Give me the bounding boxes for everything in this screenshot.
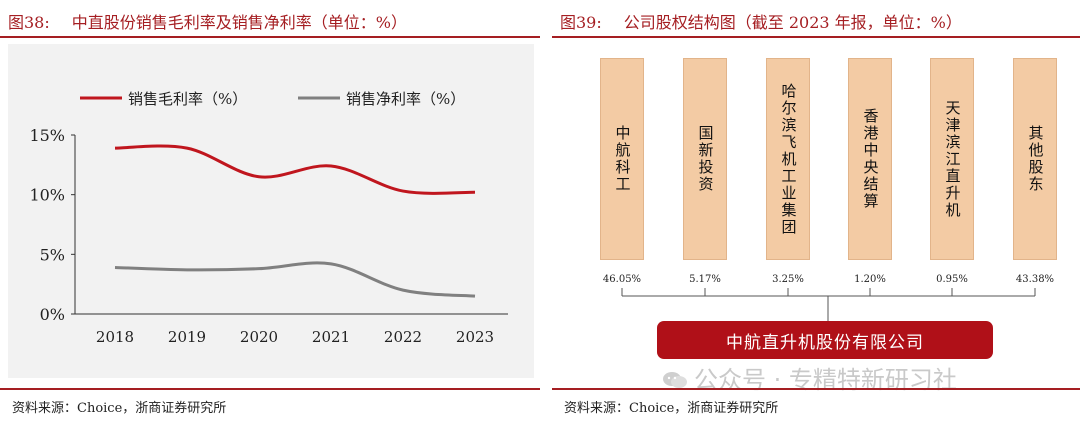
- right-source-note: 资料来源：Choice，浙商证券研究所: [564, 401, 779, 416]
- ownership-connectors: [621, 288, 1036, 321]
- shareholder-box-5: 天津滨江直升机: [930, 58, 974, 260]
- left-bottom-rule: [0, 388, 540, 390]
- left-figure-title: 图38: 中直股份销售毛利率及销售净利率（单位：%）: [8, 9, 407, 33]
- shareholder-box-1: 中航科工: [600, 58, 644, 260]
- legend-label-1: 销售毛利率（%）: [128, 90, 247, 108]
- shareholder-box-4: 香港中央结算: [848, 58, 892, 260]
- y-tick-label: 10%: [29, 186, 65, 205]
- shareholder-percent-1: 46.05%: [602, 274, 642, 285]
- series-line-2: [114, 261, 476, 298]
- margin-line-chart: 0% 5% 10% 15% 2018 2019 2020 2021 2022 2023 销售毛利率（…: [29, 90, 508, 346]
- left-top-rule: [0, 36, 540, 38]
- x-tick-label: 2019: [168, 328, 206, 346]
- legend-label-2: 销售净利率（%）: [346, 90, 465, 108]
- x-tick-label: 2023: [456, 328, 494, 346]
- shareholder-percent-3: 3.25%: [772, 274, 804, 285]
- x-tick-label: 2020: [240, 328, 278, 346]
- shareholder-box-6: 其他股东: [1013, 58, 1057, 260]
- y-tick-label: 5%: [40, 245, 65, 264]
- shareholder-percent-4: 1.20%: [854, 274, 886, 285]
- left-source-note: 资料来源：Choice，浙商证券研究所: [12, 401, 227, 416]
- y-tick-label: 15%: [29, 126, 65, 145]
- series-line-1: [114, 144, 476, 195]
- right-figure-title-text: 公司股权结构图（截至 2023 年报，单位：%）: [623, 13, 962, 32]
- left-figure-number: 图38:: [8, 13, 50, 32]
- shareholder-percent-6: 43.38%: [1015, 274, 1055, 285]
- x-tick-label: 2021: [312, 328, 350, 346]
- left-figure-title-text: 中直股份销售毛利率及销售净利率（单位：%）: [71, 13, 407, 32]
- right-figure-panel: 图39: 公司股权结构图（截至 2023 年报，单位：%） 中航科工 国新投资 哈…: [552, 0, 1080, 421]
- shareholder-percent-2: 5.17%: [689, 274, 721, 285]
- wechat-icon: [663, 372, 687, 388]
- x-tick-label: 2018: [96, 328, 134, 346]
- left-figure-panel: 图38: 中直股份销售毛利率及销售净利率（单位：%） 0% 5% 10% 15% 2018…: [0, 9, 540, 416]
- right-top-rule: [552, 36, 1080, 38]
- x-tick-label: 2022: [384, 328, 422, 346]
- chart-background: [8, 44, 534, 378]
- shareholder-percent-5: 0.95%: [936, 274, 968, 285]
- right-bottom-rule: [552, 388, 1080, 390]
- company-box: 中航直升机股份有限公司: [657, 321, 993, 359]
- shareholder-box-2: 国新投资: [683, 58, 727, 260]
- right-figure-title: 图39: 公司股权结构图（截至 2023 年报，单位：%）: [560, 9, 962, 33]
- shareholder-box-3: 哈尔滨飞机工业集团: [766, 58, 810, 260]
- y-tick-label: 0%: [40, 305, 65, 324]
- right-figure-number: 图39:: [560, 13, 602, 32]
